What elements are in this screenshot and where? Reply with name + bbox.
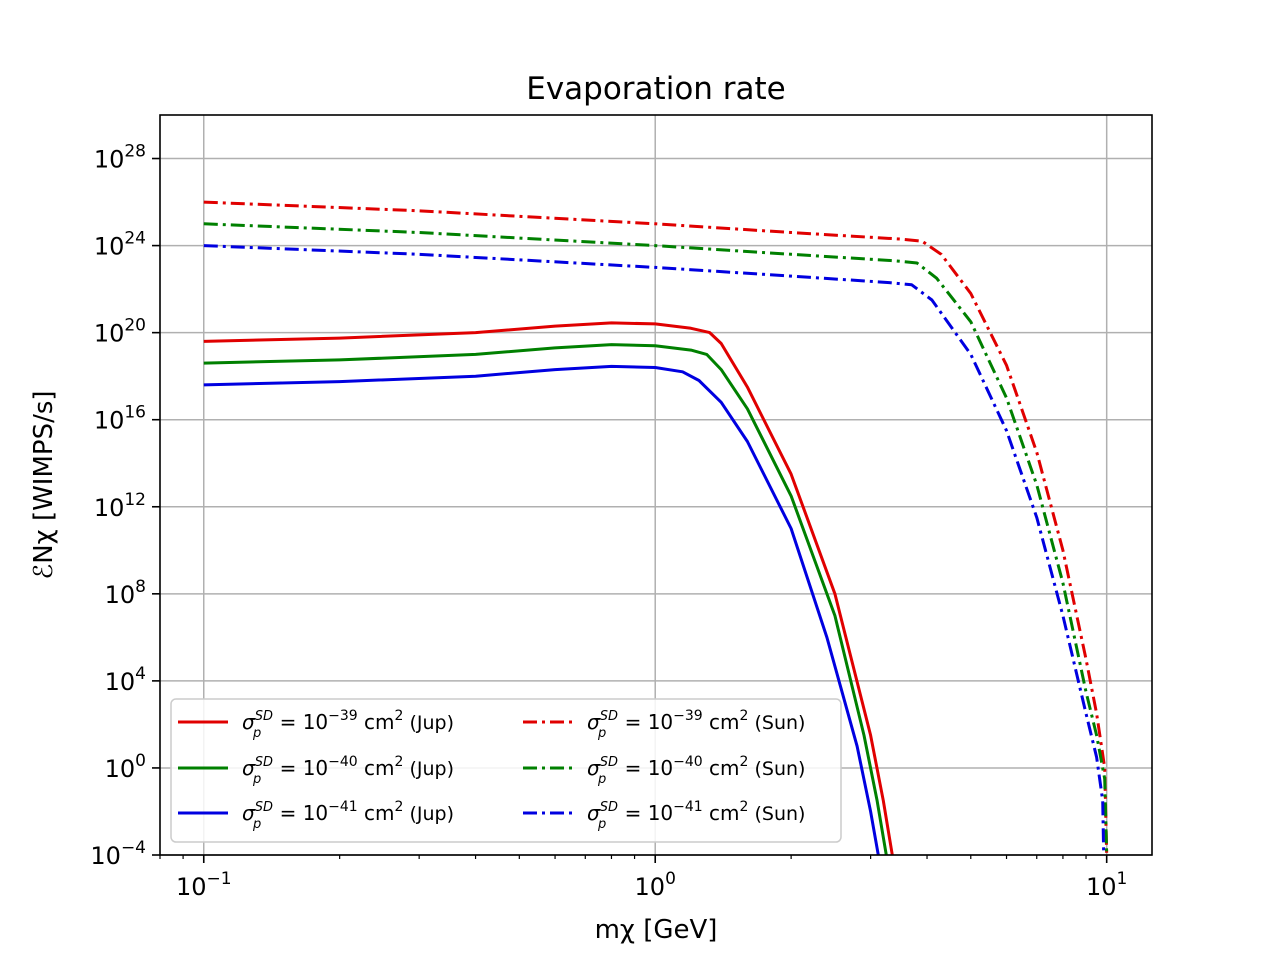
legend-label: σSD p = 10−41 cm2 (Sun): [587, 799, 805, 832]
y-tick-label: 1016: [94, 403, 146, 435]
legend-label: σSD p = 10−40 cm2 (Jup): [242, 754, 454, 787]
x-axis-label: mχ [GeV]: [595, 915, 718, 945]
legend: σSD p = 10−39 cm2 (Jup) σSD p = 10−40 cm2 (…: [170, 698, 842, 843]
y-tick-label: 1024: [94, 229, 146, 261]
series-line-5: [203, 222, 1109, 855]
series-layer: [203, 200, 1109, 855]
x-axis-ticks: 10−1 100 101: [176, 855, 1127, 901]
legend-label: σSD p = 10−39 cm2 (Jup): [242, 708, 454, 741]
series-line-2: [203, 343, 888, 855]
legend-label: σSD p = 10−39 cm2 (Sun): [587, 708, 805, 741]
y-tick-label: 1012: [94, 490, 146, 522]
y-axis-ticks: 10−4 100 104 108 1012 1016 1020 1024 1028: [90, 142, 160, 870]
series-line-4: [203, 200, 1109, 855]
x-tick-label: 101: [1086, 869, 1127, 901]
legend-box: [170, 698, 842, 843]
series-line-1: [203, 321, 894, 855]
y-tick-label: 100: [105, 751, 146, 783]
series-line-3: [203, 364, 880, 855]
y-tick-label: 104: [105, 664, 146, 696]
y-tick-label: 108: [105, 577, 146, 609]
chart-title: Evaporation rate: [526, 71, 786, 107]
y-tick-label: 10−4: [90, 838, 146, 870]
y-tick-label: 1028: [94, 142, 146, 174]
legend-label: σSD p = 10−41 cm2 (Jup): [242, 799, 454, 832]
legend-label: σSD p = 10−40 cm2 (Sun): [587, 754, 805, 787]
y-tick-label: 1020: [94, 316, 146, 348]
series-line-6: [203, 244, 1106, 855]
x-tick-label: 100: [635, 869, 676, 901]
y-axis-label: ℰNχ [WIMPS/s]: [29, 390, 59, 579]
x-tick-label: 10−1: [176, 869, 232, 901]
